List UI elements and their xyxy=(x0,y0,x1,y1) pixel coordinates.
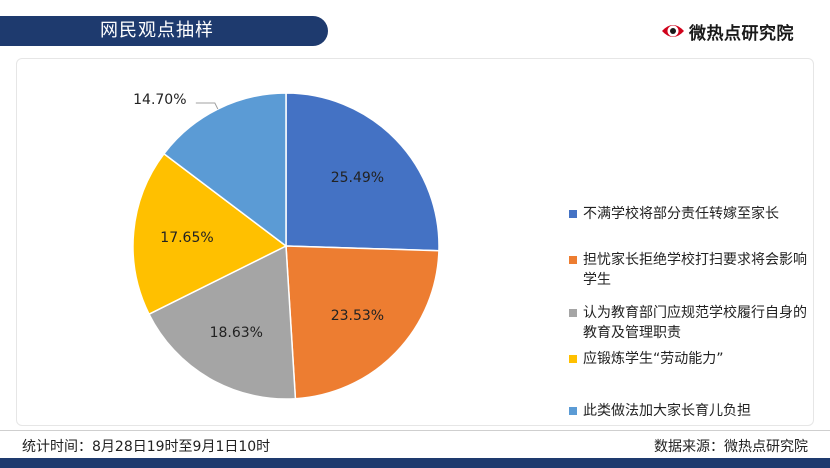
pie-data-label: 18.63% xyxy=(210,325,263,341)
pie-slice xyxy=(148,244,297,400)
pie-data-label: 23.53% xyxy=(331,308,384,324)
legend-item: 应锻炼学生“劳动能力” xyxy=(569,349,819,369)
legend-label: 担忧家长拒绝学校打扫要求将会影响学生 xyxy=(583,252,807,288)
pie-data-label: 14.70% xyxy=(133,92,186,108)
legend-item: 担忧家长拒绝学校打扫要求将会影响学生 xyxy=(569,250,819,290)
legend-item: 此类做法加大家长育儿负担 xyxy=(569,401,819,421)
footer-divider xyxy=(0,430,830,431)
legend-swatch xyxy=(569,355,577,363)
label-leader-line xyxy=(195,102,219,110)
legend-label: 不满学校将部分责任转嫁至家长 xyxy=(583,206,779,222)
legend-swatch xyxy=(569,407,577,415)
pie-data-label: 17.65% xyxy=(160,230,213,246)
bottom-bar xyxy=(0,458,830,468)
legend-swatch xyxy=(569,309,577,317)
footer-source: 数据来源：微热点研究院 xyxy=(654,439,808,455)
chart-card: 25.49% 23.53% 18.63% 17.65% 14.70% 不满学校将部分责任… xyxy=(16,58,814,426)
brand-eye-icon xyxy=(662,25,684,37)
legend-label: 应锻炼学生“劳动能力” xyxy=(583,351,724,367)
pie-chart: 25.49% 23.53% 18.63% 17.65% 14.70% xyxy=(132,92,440,400)
footer-time-range: 统计时间：8月28日19时至9月1日10时 xyxy=(22,439,271,455)
legend-item: 认为教育部门应规范学校履行自身的教育及管理职责 xyxy=(569,303,819,343)
legend-swatch xyxy=(569,210,577,218)
brand-name: 微热点研究院 xyxy=(689,23,794,44)
brand: 微热点研究院 xyxy=(660,16,794,46)
pie-slice xyxy=(285,245,440,400)
pie-data-label: 25.49% xyxy=(331,170,384,186)
legend-label: 此类做法加大家长育儿负担 xyxy=(583,403,751,419)
page-title: 网民观点抽样 xyxy=(100,20,214,41)
pie-slice xyxy=(285,92,440,252)
legend-item: 不满学校将部分责任转嫁至家长 xyxy=(569,204,819,224)
legend-label: 认为教育部门应规范学校履行自身的教育及管理职责 xyxy=(583,305,807,341)
legend-swatch xyxy=(569,256,577,264)
pie-slice xyxy=(132,152,288,316)
header-bar: 网民观点抽样 xyxy=(0,16,328,46)
